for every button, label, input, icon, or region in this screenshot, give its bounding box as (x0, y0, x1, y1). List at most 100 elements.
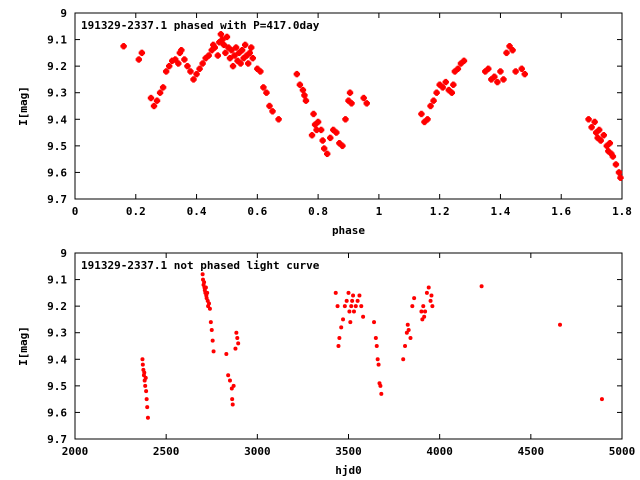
data-point (421, 304, 426, 309)
y-tick-label: 9.6 (47, 406, 67, 419)
data-point (408, 336, 413, 341)
data-point (230, 397, 235, 402)
data-point (503, 49, 510, 57)
y-tick-label: 9.3 (47, 327, 67, 340)
data-point (314, 118, 322, 126)
y-tick-label: 9.2 (47, 300, 67, 313)
data-point (518, 65, 525, 72)
chart-title: 191329-2337.1 not phased light curve (81, 259, 320, 272)
y-tick-label: 9.1 (47, 34, 67, 47)
y-tick-label: 9.5 (47, 140, 67, 153)
data-point (243, 52, 250, 59)
data-point (424, 116, 431, 123)
data-point (226, 373, 231, 378)
x-tick-label: 1.2 (430, 205, 450, 218)
data-point (269, 108, 276, 115)
data-point (521, 70, 528, 78)
data-point (202, 54, 209, 62)
unphased-light-curve-panel: 2000 2500 3000 3500 4000 4500 5000 9 9.1 9.2 9.3 9.… (17, 247, 635, 477)
data-point (375, 357, 380, 362)
data-point (246, 49, 253, 57)
x-tick-label: 3500 (335, 445, 362, 458)
data-point (606, 140, 614, 147)
y-tick-label: 9.7 (47, 433, 67, 446)
data-point (479, 284, 484, 289)
data-point (423, 309, 428, 314)
data-point (346, 290, 351, 295)
data-point (317, 126, 325, 134)
data-point (227, 378, 232, 383)
data-point (248, 44, 255, 51)
data-point (293, 70, 301, 78)
data-point (145, 415, 150, 420)
data-point (260, 84, 267, 91)
data-point (208, 320, 213, 325)
data-point (558, 322, 563, 327)
data-point (506, 43, 513, 50)
data-point (238, 47, 246, 54)
data-point (296, 81, 304, 88)
data-point (341, 317, 346, 322)
data-point (301, 92, 308, 99)
data-point (169, 57, 176, 65)
data-point (138, 49, 146, 57)
x-tick-label: 4000 (426, 445, 453, 458)
data-point (351, 293, 356, 298)
data-point (412, 296, 417, 301)
data-point (592, 129, 600, 136)
y-tick-label: 9.4 (47, 353, 67, 366)
x-tick-label: 5000 (609, 445, 636, 458)
data-point (333, 129, 340, 136)
data-point (324, 150, 331, 158)
data-point (379, 391, 384, 396)
data-point (263, 89, 270, 96)
x-tick-label: 3000 (244, 445, 271, 458)
data-point (436, 81, 443, 88)
y-tick-label: 9.1 (47, 274, 67, 287)
data-point (439, 84, 446, 91)
data-point (143, 383, 148, 388)
data-point (176, 49, 184, 57)
y-tick-label: 9.2 (47, 60, 67, 73)
data-point (348, 100, 355, 107)
data-point (184, 62, 191, 70)
data-point (210, 338, 215, 343)
x-tick-label: 0.6 (247, 205, 267, 218)
data-point (596, 126, 603, 134)
x-tick-label: 1.8 (612, 205, 632, 218)
data-point (451, 68, 459, 75)
data-point (235, 336, 240, 341)
data-point (617, 174, 624, 181)
data-point (175, 60, 182, 67)
data-point (153, 97, 161, 104)
data-point (211, 44, 218, 51)
chart-title: 191329-2337.1 phased with P=417.0day (81, 19, 320, 32)
data-point (419, 309, 424, 314)
data-point (406, 328, 411, 333)
data-point (350, 298, 355, 303)
data-point (187, 68, 194, 75)
data-point (599, 397, 604, 402)
data-point (597, 137, 604, 144)
data-point (494, 78, 501, 86)
data-point (359, 304, 364, 309)
data-point (231, 52, 238, 59)
data-point (254, 65, 261, 72)
data-point (200, 272, 205, 277)
data-point (588, 124, 595, 131)
data-point (608, 150, 615, 158)
data-point (166, 62, 173, 70)
data-point (217, 31, 225, 38)
data-point (373, 336, 378, 341)
data-point (594, 134, 601, 142)
data-point (429, 293, 434, 298)
y-tick-label: 9.3 (47, 87, 67, 100)
data-point (426, 285, 431, 290)
x-tick-label: 0.4 (187, 205, 207, 218)
x-axis-label: hjd0 (335, 464, 362, 477)
data-point (351, 309, 356, 314)
data-point (603, 142, 611, 150)
data-point (181, 56, 188, 63)
data-point (228, 47, 235, 54)
data-point (222, 49, 229, 57)
